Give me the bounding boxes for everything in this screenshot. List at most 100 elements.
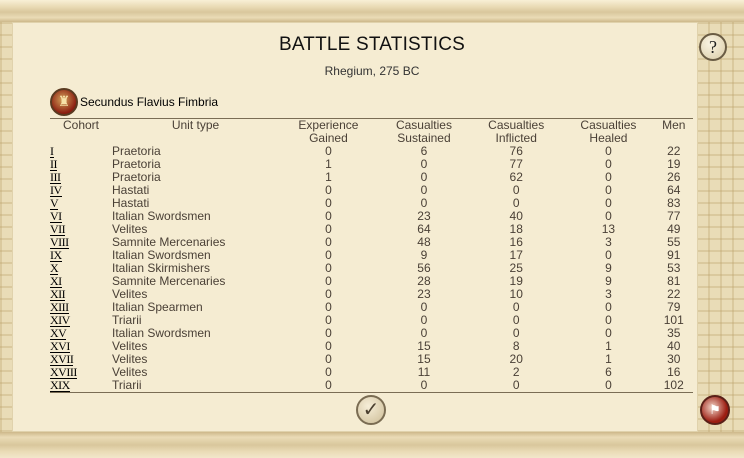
healed-cell: 9 (605, 274, 612, 288)
experience-cell: 0 (325, 196, 332, 210)
experience-cell: 0 (325, 300, 332, 314)
cohort-numeral: X (50, 262, 112, 275)
cohort-numeral: XVII (50, 353, 112, 366)
men-cell: 22 (667, 144, 681, 158)
cohort-numeral-icon: XIII (50, 300, 69, 314)
unit-type-cell: Italian Swordsmen (112, 326, 211, 340)
cohort-numeral-icon: VIII (50, 235, 69, 249)
cohort-numeral-icon: II (50, 157, 58, 171)
men-cell: 91 (667, 248, 681, 262)
experience-cell: 0 (325, 326, 332, 340)
sustained-cell: 0 (420, 313, 428, 327)
sustained-cell: 0 (420, 326, 428, 340)
healed-cell: 3 (605, 287, 612, 301)
men-cell: 53 (667, 261, 681, 275)
sustained-cell: 0 (420, 378, 428, 392)
column-casualties-sustained: Casualties Sustained (395, 118, 452, 145)
table-row: XIII Italian Spearmen 0 0 0 0 79 (50, 301, 693, 314)
cohort-numeral-icon: XIX (50, 378, 70, 392)
cohort-numeral: XVI (50, 340, 112, 353)
inflicted-cell: 0 (512, 196, 520, 210)
experience-cell: 0 (325, 222, 332, 236)
sustained-cell: 0 (420, 157, 428, 171)
cohort-numeral: IV (50, 184, 112, 197)
cohort-numeral-icon: I (50, 144, 54, 158)
experience-cell: 0 (325, 339, 332, 353)
table-row: IV Hastati 0 0 0 0 64 (50, 184, 693, 197)
bottom-scroll-bar (0, 432, 744, 458)
unit-type-cell: Italian Spearmen (112, 300, 203, 314)
men-cell: 83 (667, 196, 681, 210)
unit-type-cell: Velites (112, 339, 148, 353)
inflicted-cell: 62 (509, 170, 523, 184)
experience-cell: 0 (325, 378, 332, 392)
unit-type-cell: Triarii (112, 378, 142, 392)
cohort-numeral: I (50, 145, 112, 158)
cohort-numeral: XVIII (50, 366, 112, 379)
unit-type-cell: Velites (112, 222, 148, 236)
cohort-numeral: VI (50, 210, 112, 223)
sustained-cell: 11 (417, 365, 431, 379)
cohort-numeral-icon: XVII (50, 352, 74, 366)
experience-cell: 0 (325, 235, 332, 249)
unit-banner-icon[interactable]: ⚑ (700, 395, 730, 425)
inflicted-cell: 40 (509, 209, 523, 223)
unit-type-cell: Velites (112, 287, 148, 301)
healed-cell: 0 (605, 183, 612, 197)
cohort-numeral-icon: VII (50, 222, 66, 236)
healed-cell: 9 (605, 261, 612, 275)
unit-type-cell: Praetoria (112, 157, 161, 171)
unit-type-cell: Praetoria (112, 170, 161, 184)
unit-type-cell: Praetoria (112, 144, 161, 158)
healed-cell: 0 (605, 157, 612, 171)
table-row: II Praetoria 1 0 77 0 19 (50, 158, 693, 171)
help-button[interactable]: ? (699, 33, 727, 61)
column-casualties-inflicted: Casualties Inflicted (488, 118, 545, 145)
sustained-cell: 9 (420, 248, 428, 262)
men-cell: 64 (667, 183, 681, 197)
cohort-numeral: IX (50, 249, 112, 262)
sustained-cell: 0 (420, 183, 428, 197)
sustained-cell: 0 (420, 300, 428, 314)
right-border-ornament (696, 22, 744, 432)
cohort-numeral-icon: X (50, 261, 59, 275)
inflicted-cell: 0 (512, 183, 520, 197)
inflicted-cell: 16 (509, 235, 523, 249)
unit-type-cell: Hastati (112, 183, 150, 197)
table-row: VIII Samnite Mercenaries 0 48 16 3 55 (50, 236, 693, 249)
parchment-panel (12, 22, 698, 432)
table-row: XVII Velites 0 15 20 1 30 (50, 353, 693, 366)
healed-cell: 13 (601, 222, 616, 236)
inflicted-cell: 10 (509, 287, 523, 301)
men-cell: 22 (667, 287, 681, 301)
sustained-cell: 64 (417, 222, 431, 236)
cohort-numeral-icon: XIV (50, 313, 70, 327)
inflicted-cell: 0 (512, 300, 520, 314)
table-row: V Hastati 0 0 0 0 83 (50, 197, 693, 210)
statistics-table: Cohort Unit type Experience Gained Casual… (50, 119, 693, 392)
sustained-cell: 28 (417, 274, 431, 288)
column-men: Men (662, 118, 686, 132)
men-cell: 19 (667, 157, 681, 171)
cohort-numeral: XIV (50, 314, 112, 327)
column-unit-type: Unit type (171, 118, 220, 132)
general-name: Secundus Flavius Fimbria (80, 95, 219, 109)
cohort-numeral-icon: IV (50, 183, 62, 197)
sustained-cell: 48 (417, 235, 431, 249)
experience-cell: 0 (325, 144, 332, 158)
men-cell: 81 (667, 274, 681, 288)
general-portrait-icon[interactable]: ♜ (50, 88, 78, 116)
unit-type-cell: Italian Swordsmen (112, 209, 211, 223)
table-row: X Italian Skirmishers 0 56 25 9 53 (50, 262, 693, 275)
healed-cell: 6 (605, 365, 612, 379)
sustained-cell: 0 (420, 170, 428, 184)
cohort-numeral: II (50, 158, 112, 171)
experience-cell: 1 (325, 157, 332, 171)
inflicted-cell: 20 (509, 352, 523, 366)
experience-cell: 0 (325, 352, 332, 366)
confirm-button[interactable]: ✓ (356, 395, 386, 425)
unit-type-cell: Samnite Mercenaries (112, 235, 226, 249)
experience-cell: 0 (325, 313, 332, 327)
healed-cell: 0 (605, 313, 612, 327)
